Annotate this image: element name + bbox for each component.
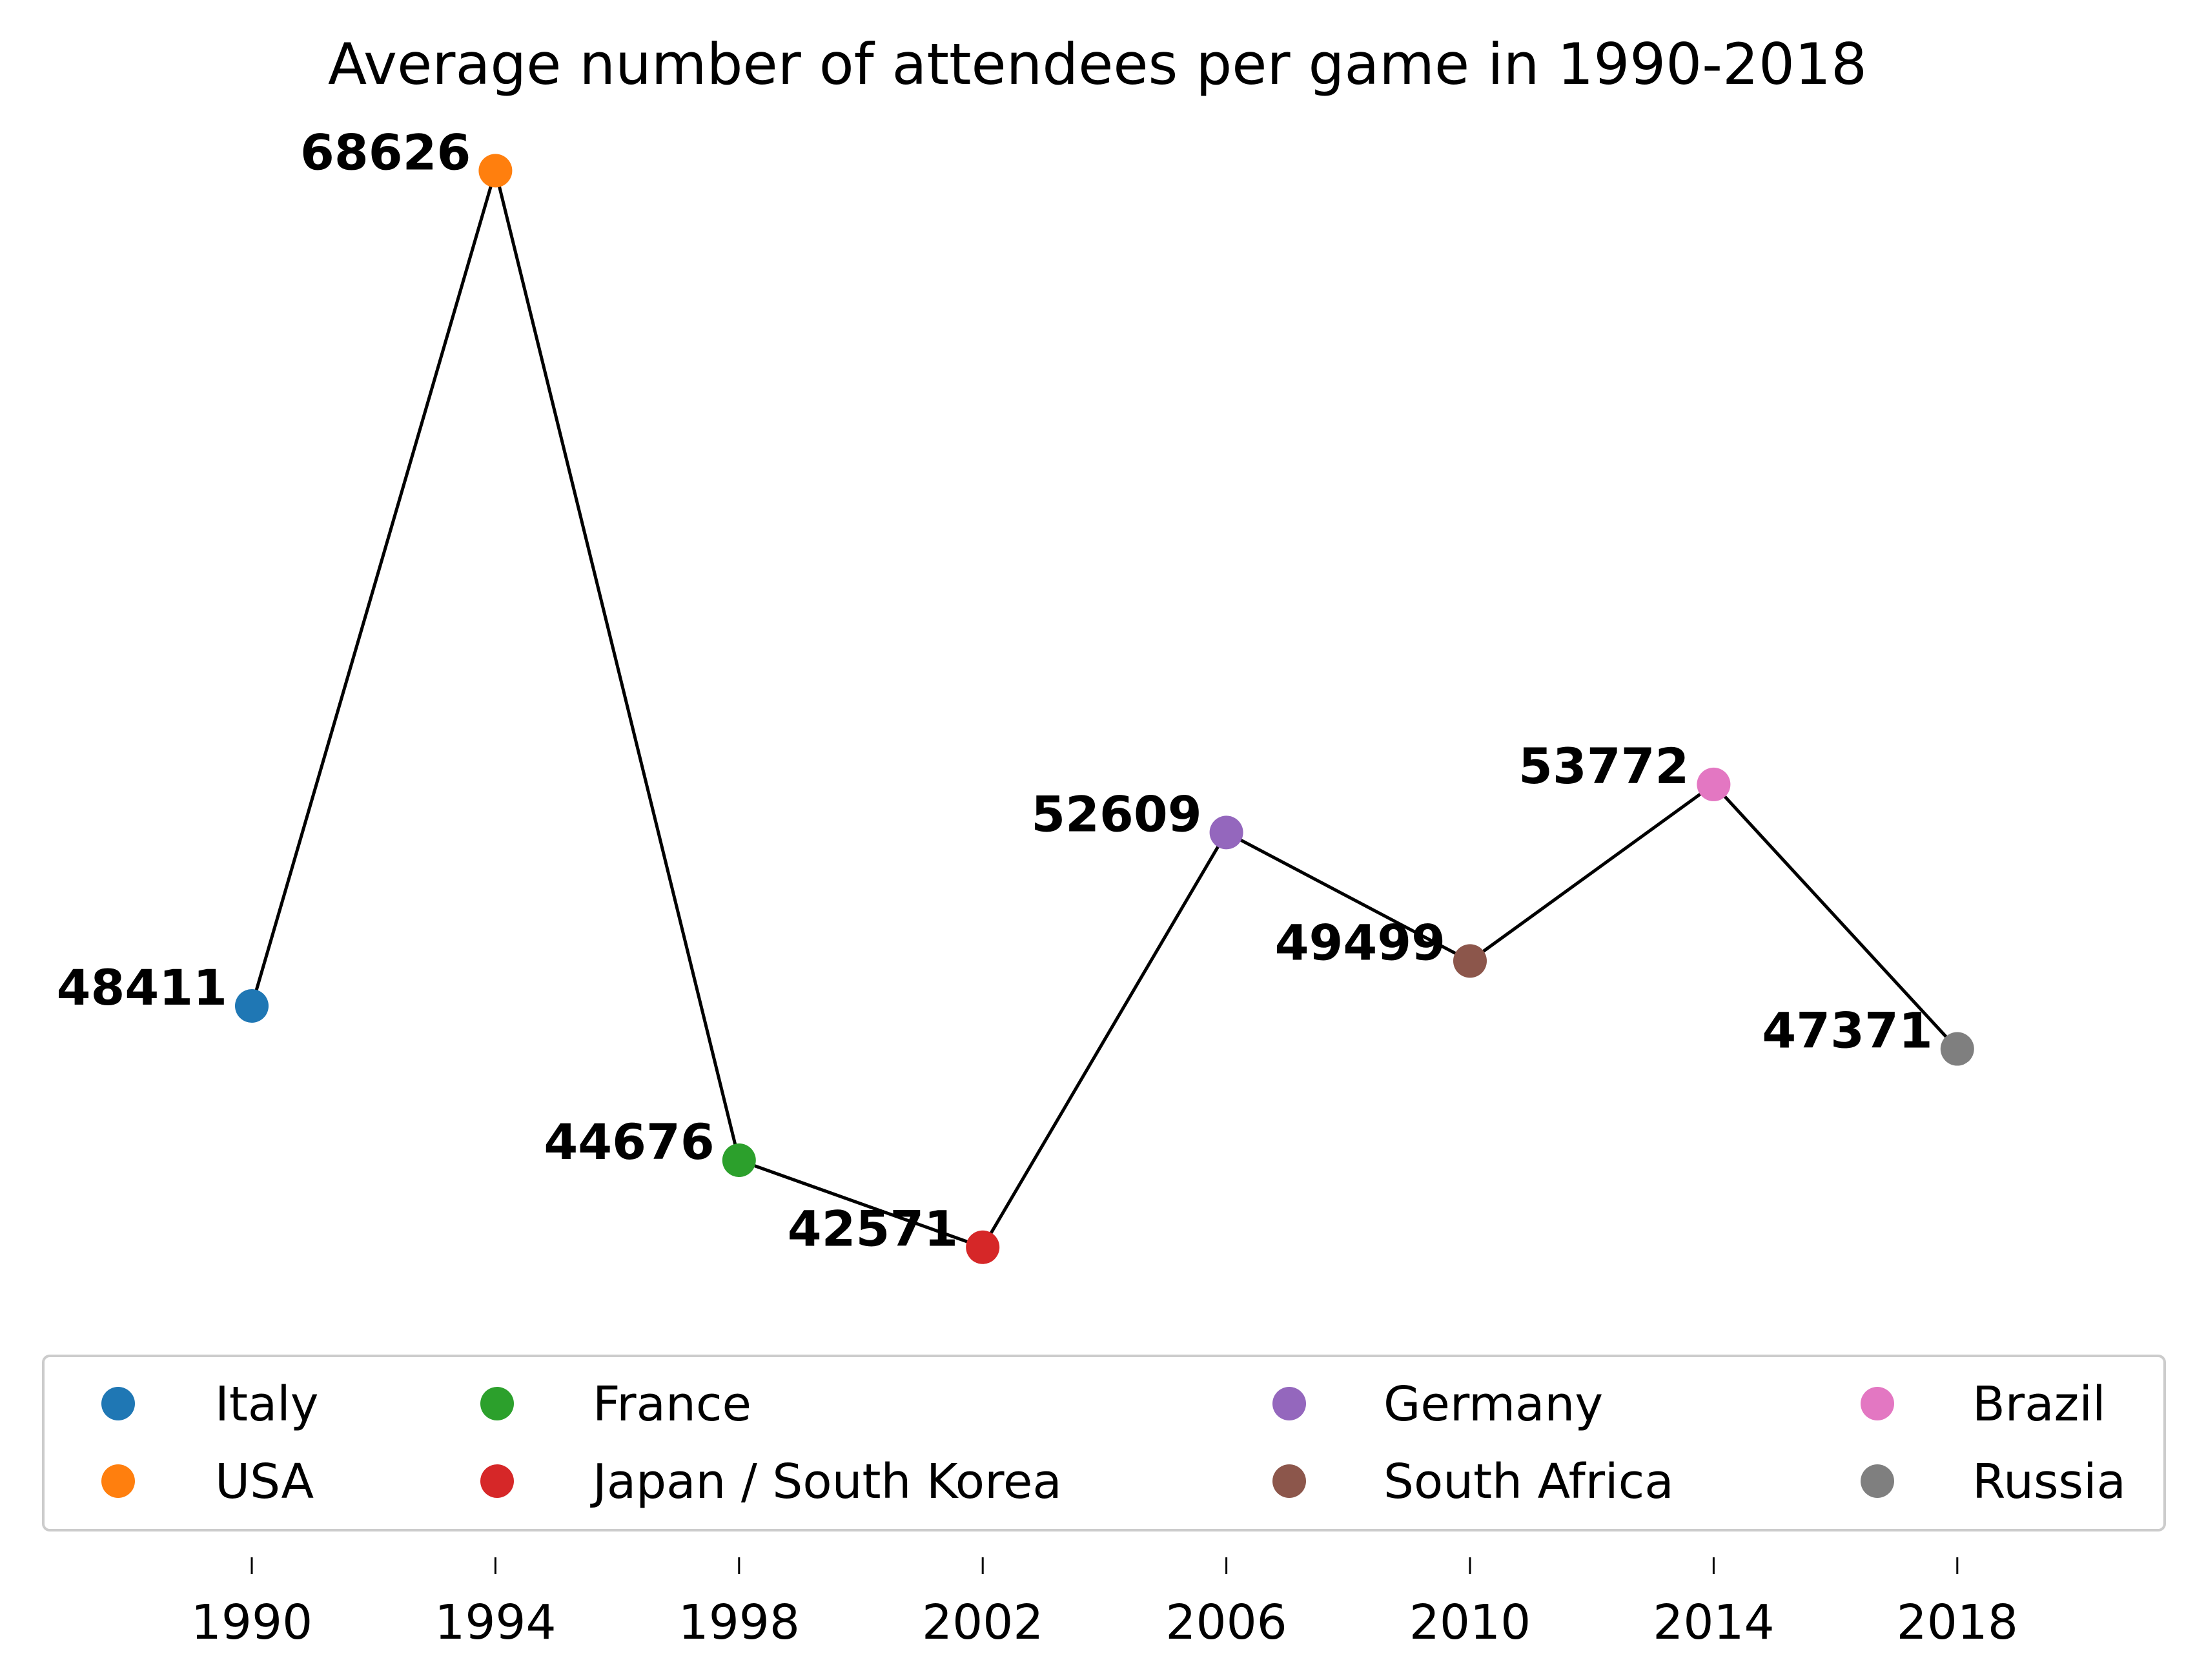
data-point-brazil [1697,767,1731,801]
legend-marker [480,1464,514,1498]
legend-label: Italy [215,1377,319,1432]
x-tick-label: 1998 [679,1595,800,1650]
x-tick-label: 2002 [922,1595,1043,1650]
x-axis: 1990 1994 1998 2002 2006 2010 2014 2018 [191,1557,2018,1650]
data-point-italy [235,989,269,1023]
legend-marker [101,1387,135,1420]
legend-label: Japan / South Korea [590,1454,1062,1510]
legend-marker [1861,1387,1894,1420]
data-point-germany [1209,815,1243,850]
x-tick-label: 2006 [1165,1595,1287,1650]
data-point-russia [1940,1032,1974,1066]
legend-marker [480,1387,514,1420]
data-point-usa [478,154,513,188]
data-label: 48411 [57,959,227,1016]
plot-area: 48411 68626 44676 42571 52609 49499 53772 47371 [57,123,1974,1264]
x-tick-label: 2010 [1409,1595,1531,1650]
data-label: 44676 [544,1113,714,1171]
legend-label: Germany [1383,1377,1603,1432]
data-label: 49499 [1275,914,1445,971]
legend-label: USA [215,1454,314,1510]
legend-label: France [593,1377,751,1432]
x-tick-label: 1994 [434,1595,556,1650]
x-tick-label: 2018 [1897,1595,2018,1650]
legend: Italy USA France Japan / South Korea Germany… [42,1355,2166,1531]
data-label: 53772 [1518,737,1689,795]
data-point-south-africa [1453,944,1487,978]
legend-marker [1272,1387,1306,1420]
data-point-japan-south-korea [966,1230,1000,1264]
data-label: 52609 [1031,785,1201,843]
x-tick-label: 1990 [191,1595,312,1650]
x-tick-label: 2014 [1653,1595,1774,1650]
data-point-france [722,1143,756,1178]
legend-marker [101,1464,135,1498]
chart-title: Average number of attendees per game in … [328,31,1867,97]
legend-label: Brazil [1972,1377,2106,1432]
legend-label: Russia [1972,1454,2126,1510]
legend-marker [1272,1464,1306,1498]
series-line [250,164,1959,1249]
legend-box [42,1355,2166,1531]
data-label: 68626 [300,123,471,181]
data-label: 42571 [788,1200,958,1258]
legend-label: South Africa [1383,1454,1674,1510]
data-label: 47371 [1762,1002,1932,1060]
legend-marker [1861,1464,1894,1498]
